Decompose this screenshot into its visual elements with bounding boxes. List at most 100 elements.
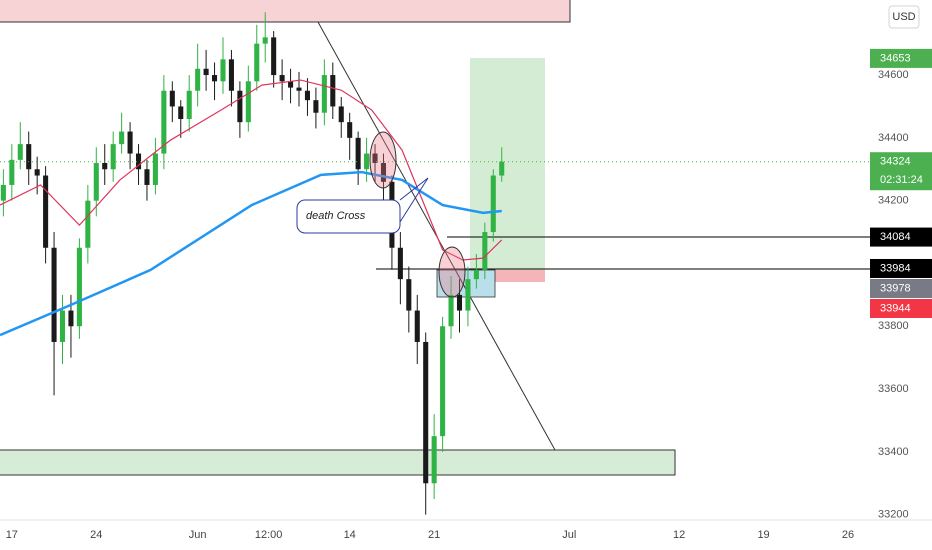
x-tick-label: 14 bbox=[344, 529, 356, 541]
candle-body bbox=[212, 75, 218, 82]
candle-body bbox=[490, 175, 496, 233]
x-tick-label: 21 bbox=[428, 529, 440, 541]
candle-body bbox=[9, 159, 15, 185]
candle-body bbox=[254, 43, 260, 82]
moving-average bbox=[0, 79, 503, 261]
price-label: 33984 bbox=[880, 262, 911, 274]
price-label: 33978 bbox=[880, 282, 911, 294]
x-tick-label: 12:00 bbox=[255, 529, 283, 541]
currency-button[interactable] bbox=[888, 5, 920, 29]
target-zone bbox=[470, 58, 545, 270]
price-label-box bbox=[870, 278, 932, 298]
support-zone bbox=[0, 449, 676, 476]
candle-body bbox=[321, 75, 327, 113]
candle-body bbox=[448, 294, 454, 327]
candle-body bbox=[76, 247, 82, 327]
candle-body bbox=[355, 137, 361, 170]
candle-body bbox=[68, 310, 74, 327]
candle-body bbox=[203, 68, 209, 76]
candle-body bbox=[406, 279, 412, 311]
y-tick-label: 33200 bbox=[878, 509, 909, 521]
y-tick-label: 33800 bbox=[878, 320, 909, 332]
candle-body bbox=[178, 106, 184, 120]
x-tick-label: 19 bbox=[757, 529, 769, 541]
candle-body bbox=[372, 153, 378, 163]
candle-body bbox=[228, 59, 234, 91]
candle-body bbox=[456, 294, 463, 311]
x-tick-label: Jun bbox=[189, 529, 207, 541]
candle-body bbox=[338, 106, 344, 123]
callout-box bbox=[296, 199, 401, 234]
candle-body bbox=[271, 37, 277, 76]
candle-body bbox=[195, 68, 201, 91]
candle-body bbox=[34, 169, 40, 176]
candle-body bbox=[380, 162, 387, 182]
candle-body bbox=[119, 131, 125, 145]
y-tick-label: 33600 bbox=[878, 383, 909, 395]
price-label-box bbox=[870, 48, 932, 68]
candle-body bbox=[482, 232, 488, 270]
resistance-zone bbox=[0, 0, 571, 23]
candle-body bbox=[169, 90, 175, 107]
candle-body bbox=[330, 75, 336, 107]
y-tick-label: 33400 bbox=[878, 446, 909, 458]
moving-average bbox=[0, 170, 502, 337]
x-tick-label: 26 bbox=[842, 529, 854, 541]
candle-body bbox=[347, 122, 353, 138]
candle-body bbox=[144, 169, 150, 185]
y-tick-label: 34200 bbox=[878, 195, 909, 207]
y-tick-label: 34600 bbox=[878, 69, 909, 81]
price-label: 34084 bbox=[880, 231, 911, 243]
candle-body bbox=[102, 162, 108, 170]
candle-body bbox=[296, 87, 302, 91]
candle-body bbox=[279, 75, 285, 82]
price-label: 34653 bbox=[880, 52, 911, 64]
candle-body bbox=[440, 326, 446, 437]
candle-body bbox=[85, 200, 91, 248]
countdown: 02:31:24 bbox=[880, 174, 923, 186]
callout-pointer bbox=[399, 177, 429, 223]
candle-body bbox=[364, 153, 370, 170]
x-tick-label: 24 bbox=[90, 529, 102, 541]
cross-circle bbox=[438, 246, 466, 298]
candle-body bbox=[397, 247, 403, 280]
candle-body bbox=[93, 162, 99, 201]
candle-body bbox=[473, 269, 479, 280]
x-tick-label: Jul bbox=[562, 529, 576, 541]
candle-body bbox=[152, 153, 158, 185]
candle-body bbox=[499, 161, 505, 176]
candle-body bbox=[220, 59, 226, 82]
price-label-box bbox=[870, 258, 932, 278]
candle-body bbox=[161, 90, 167, 154]
price-label-box bbox=[870, 152, 932, 191]
price-label: 33944 bbox=[880, 302, 911, 314]
price-label: 34324 bbox=[880, 156, 911, 168]
candle-body bbox=[186, 90, 192, 120]
candle-body bbox=[262, 37, 268, 44]
candle-body bbox=[304, 90, 310, 101]
x-tick-label: 12 bbox=[673, 529, 685, 541]
candle-body bbox=[110, 144, 116, 170]
callout-text: death Cross bbox=[306, 210, 366, 222]
candle-body bbox=[245, 81, 251, 123]
candle-body bbox=[59, 310, 66, 342]
candle-body bbox=[313, 100, 319, 113]
candle-body bbox=[423, 341, 429, 484]
price-label-box bbox=[870, 227, 932, 247]
candle-body bbox=[414, 310, 420, 342]
cross-circle bbox=[369, 131, 397, 189]
y-tick-label: 34400 bbox=[878, 132, 909, 144]
candle-body bbox=[288, 81, 294, 88]
candle-body bbox=[0, 184, 6, 201]
candle-body bbox=[135, 153, 142, 170]
candle-body bbox=[51, 247, 57, 342]
price-label-box bbox=[870, 298, 932, 318]
candle-body bbox=[237, 90, 243, 123]
x-tick-label: 17 bbox=[6, 529, 18, 541]
candle-body bbox=[465, 279, 471, 311]
candle-body bbox=[17, 144, 23, 160]
currency[interactable]: USD bbox=[892, 11, 915, 23]
candle-body bbox=[431, 436, 437, 484]
candle-body bbox=[26, 144, 32, 170]
